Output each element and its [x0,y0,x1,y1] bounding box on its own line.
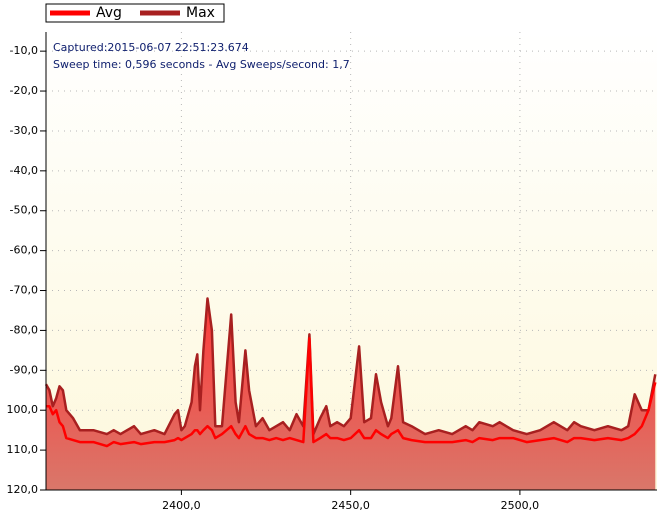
annotation: Sweep time: 0,596 seconds - Avg Sweeps/s… [53,58,350,71]
series-line [44,297,657,436]
y-tick-label: -80,0 [10,323,38,336]
y-tick-label: -10,0 [10,44,38,57]
y-tick-label: -90,0 [10,363,38,376]
legend-label: Max [186,5,215,21]
series-area [46,298,656,490]
y-tick-label: 100,0 [7,403,39,416]
x-tick-label: 2450,0 [331,499,370,512]
legend-label: Avg [96,5,122,21]
annotation: Captured:2015-06-07 22:51:23.674 [53,41,249,54]
x-tick-label: 2500,0 [501,499,540,512]
y-tick-label: -30,0 [10,124,38,137]
y-tick-label: -60,0 [10,244,38,257]
y-tick-label: 120,0 [7,483,39,496]
x-tick-label: 2400,0 [162,499,201,512]
y-tick-label: -20,0 [10,84,38,97]
y-tick-label: 110,0 [7,443,39,456]
legend [45,3,225,23]
y-tick-label: -40,0 [10,164,38,177]
y-tick-label: -50,0 [10,204,38,217]
y-tick-label: -70,0 [10,284,38,297]
series-line [46,337,657,448]
